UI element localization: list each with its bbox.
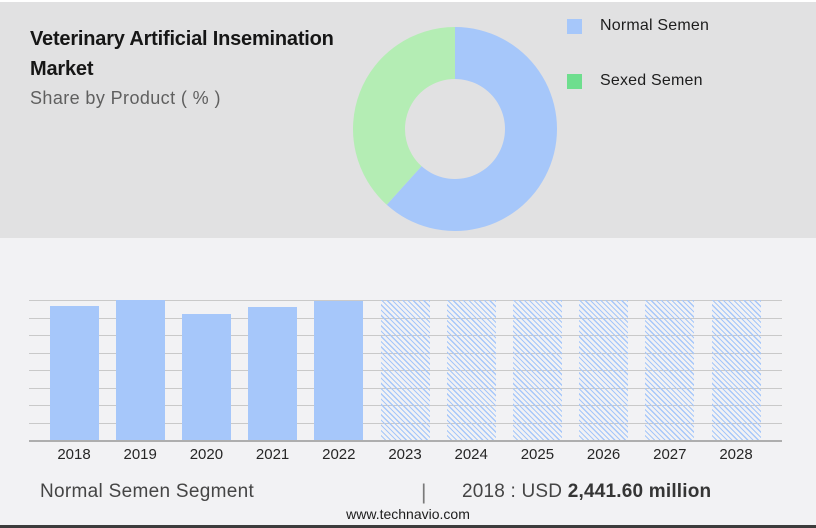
legend-label: Normal Semen [600,17,710,34]
x-tick-2027: 2027 [653,446,687,463]
normal-semen-swatch-icon [567,18,582,34]
x-tick-2021: 2021 [255,446,290,463]
top-edge-strip [0,0,816,2]
segment-label: Normal Semen Segment [40,481,255,502]
bar-2018 [49,305,99,440]
chart-subtitle: Share by Product ( % ) [30,88,221,108]
x-tick-2018: 2018 [57,446,91,463]
bar-2027 [645,300,695,440]
donut-slice-normal-semen [386,27,557,231]
page-title-line-1: Veterinary Artificial Insemination [30,28,334,50]
legend-item-normal-semen: Normal Semen [567,17,709,35]
bar-chart: 2018 2019 2020 2021 2022 2023 2024 2025 2026 2027… [29,300,782,463]
segment-value-prefix: 2018 : USD [462,481,568,502]
bar-2028 [711,300,761,440]
x-tick-2025: 2025 [520,446,555,463]
bar-2025 [512,300,562,440]
x-tick-2023: 2023 [388,446,422,463]
bar-2026 [579,300,629,440]
page-title-line-2: Market [30,58,94,80]
donut-chart [353,27,557,231]
bar-2022 [314,300,364,440]
bar-2020 [181,313,231,440]
bar-2024 [446,300,496,440]
bar-2023 [380,300,430,440]
x-tick-2026: 2026 [586,446,621,463]
x-axis-line [29,440,782,442]
caption-bar: Normal Semen Segment | 2018 : USD 2,441.… [0,481,816,505]
caption-separator: | [421,481,427,504]
x-tick-2022: 2022 [322,446,356,463]
x-tick-2024: 2024 [454,446,488,463]
segment-value: 2018 : USD 2,441.60 million [462,481,711,503]
legend-label: Sexed Semen [600,72,703,89]
website-url: www.technavio.com [346,506,470,522]
legend-item-sexed-semen: Sexed Semen [567,72,709,90]
legend: Normal Semen Sexed Semen [567,17,709,90]
bar-2021 [248,307,298,440]
donut-slice-sexed-semen [353,27,455,205]
page-title: Veterinary Artificial Insemination Marke… [30,24,390,84]
header-section: Veterinary Artificial Insemination Marke… [0,0,816,238]
x-tick-2028: 2028 [719,446,753,463]
segment-value-amount: 2,441.60 million [567,481,712,502]
sexed-semen-swatch-icon [567,73,582,89]
bar-2019 [115,300,165,440]
x-tick-2019: 2019 [123,446,157,463]
x-tick-2020: 2020 [189,446,224,463]
bottom-edge-strip [0,525,816,528]
